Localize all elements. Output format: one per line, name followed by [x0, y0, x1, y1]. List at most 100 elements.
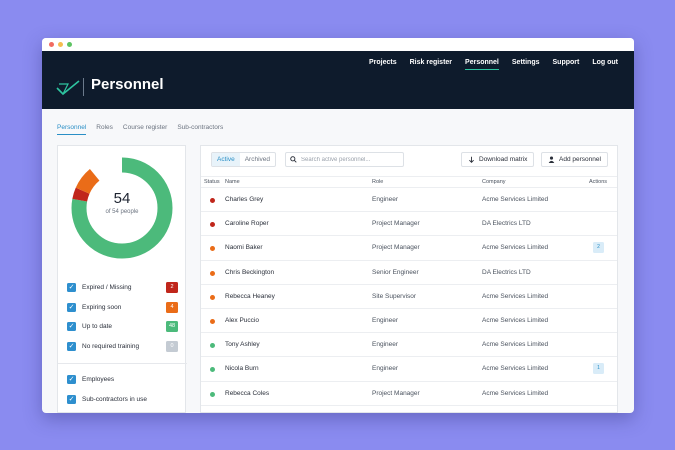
training-status-donut	[71, 157, 173, 259]
header-status[interactable]: Status	[204, 179, 220, 185]
role-cell: Engineer	[372, 341, 399, 349]
checkbox[interactable]: ✓	[67, 283, 76, 293]
toggle-active[interactable]: Active	[212, 153, 240, 166]
name-cell[interactable]: Tony Ashley	[225, 341, 260, 349]
nav-projects[interactable]: Projects	[368, 59, 397, 66]
download-matrix-button[interactable]: Download matrix	[461, 152, 535, 167]
tab-course-register[interactable]: Course register	[122, 124, 168, 131]
company-cell: Acme Services Limited	[482, 292, 549, 300]
donut-subtitle: of 54 people	[105, 209, 139, 215]
company-cell: DA Electrics LTD	[482, 220, 531, 228]
checkbox[interactable]: ✓	[67, 322, 76, 332]
download-arrow-icon	[469, 156, 474, 163]
nav-personnel[interactable]: Personnel	[465, 59, 499, 70]
filter-no-required-training[interactable]: ✓ No required training 0	[67, 337, 178, 357]
action-badge[interactable]: 1	[593, 363, 604, 375]
maximize-window-button[interactable]	[67, 42, 72, 47]
table-row[interactable]: Charles Grey Engineer Acme Services Limite…	[201, 188, 617, 213]
role-cell: Senior Engineer	[372, 268, 419, 276]
count-badge: 2	[166, 282, 178, 294]
status-dot	[210, 270, 215, 276]
tab-sub-contractors[interactable]: Sub-contractors	[177, 124, 224, 131]
company-cell: Acme Services Limited	[482, 244, 549, 252]
table-row[interactable]: Alex Puccio Engineer Acme Services Limited	[201, 309, 617, 334]
table-row[interactable]: Chris Beckington Senior Engineer DA Electr…	[201, 261, 617, 285]
table-row[interactable]: Naomi Baker Project Manager Acme Services …	[201, 236, 617, 261]
filter-sub-contractors-in-use[interactable]: ✓ Sub-contractors in use	[67, 390, 178, 410]
name-cell[interactable]: Rebecca Heaney	[225, 292, 275, 300]
minimize-window-button[interactable]	[58, 42, 63, 47]
role-cell: Project Manager	[372, 244, 420, 252]
app-window: Projects Risk register Personnel Settings Su…	[42, 38, 634, 413]
toggle-archived[interactable]: Archived	[244, 156, 270, 163]
header-company[interactable]: Company	[482, 179, 506, 185]
sub-tabs: Personnel Roles Course register Sub-contrac…	[57, 124, 223, 135]
tab-roles[interactable]: Roles	[96, 124, 113, 131]
filter-expired-missing[interactable]: ✓ Expired / Missing 2	[67, 278, 178, 298]
donut-center: 54 of 54 people	[70, 190, 174, 215]
app-header: Projects Risk register Personnel Settings Su…	[42, 51, 634, 109]
filter-up-to-date[interactable]: ✓ Up to date 48	[67, 317, 178, 337]
role-cell: Engineer	[372, 196, 399, 203]
role-cell: Project Manager	[372, 389, 420, 397]
name-cell[interactable]: Naomi Baker	[225, 244, 263, 252]
download-matrix-label: Download matrix	[479, 156, 528, 163]
checkbox[interactable]: ✓	[67, 302, 76, 312]
nav-settings[interactable]: Settings	[511, 59, 540, 66]
filter-employees[interactable]: ✓ Employees	[67, 370, 178, 390]
company-cell: Acme Services Limited	[482, 341, 549, 349]
search-input[interactable]	[301, 156, 401, 163]
search-icon	[290, 156, 297, 163]
nav-risk-register[interactable]: Risk register	[409, 59, 453, 66]
filter-label: Expired / Missing	[82, 284, 132, 292]
tab-personnel[interactable]: Personnel	[57, 124, 87, 135]
user-icon	[548, 156, 555, 163]
name-cell[interactable]: Nicola Burn	[225, 365, 259, 373]
role-cell: Engineer	[372, 365, 399, 373]
logo-divider	[83, 78, 84, 96]
filter-label: Employees	[82, 376, 115, 384]
status-dot	[210, 222, 215, 228]
personnel-table-panel: Active Archived Download matrix Add perso…	[200, 145, 618, 413]
company-cell: Acme Services Limited	[482, 365, 549, 373]
company-cell: DA Electrics LTD	[482, 268, 531, 276]
checkbox[interactable]: ✓	[67, 394, 76, 404]
table-row[interactable]: Rebecca Heaney Site Supervisor Acme Servic…	[201, 285, 617, 309]
table-body: Charles Grey Engineer Acme Services Limite…	[201, 188, 617, 406]
table-row[interactable]: Rebecca Coles Project Manager Acme Service…	[201, 382, 617, 406]
table-row[interactable]: Caroline Roper Project Manager DA Electric…	[201, 212, 617, 237]
status-dot	[210, 198, 215, 203]
nav-log-out[interactable]: Log out	[592, 59, 618, 66]
action-badge[interactable]: 2	[593, 242, 604, 254]
checkbox[interactable]: ✓	[67, 375, 76, 385]
count-badge: 4	[166, 301, 178, 313]
status-dot	[210, 343, 215, 349]
nav-support[interactable]: Support	[552, 59, 580, 66]
name-cell[interactable]: Caroline Roper	[225, 220, 269, 228]
status-dot	[210, 246, 215, 252]
header-name[interactable]: Name	[225, 179, 240, 185]
name-cell[interactable]: Alex Puccio	[225, 316, 259, 324]
checkbox[interactable]: ✓	[67, 341, 76, 351]
name-cell[interactable]: Chris Beckington	[225, 268, 275, 276]
status-dot	[210, 294, 215, 300]
filter-label: Up to date	[82, 323, 112, 331]
table-row[interactable]: Nicola Burn Engineer Acme Services Limited…	[201, 357, 617, 382]
company-cell: Acme Services Limited	[482, 389, 549, 397]
header-role[interactable]: Role	[372, 179, 384, 185]
search-box[interactable]	[285, 152, 404, 167]
role-cell: Project Manager	[372, 220, 420, 228]
add-personnel-button[interactable]: Add personnel	[541, 152, 608, 167]
name-cell[interactable]: Charles Grey	[225, 196, 264, 203]
close-window-button[interactable]	[49, 42, 54, 47]
table-header: Status Name Role Company Actions	[201, 176, 617, 188]
filter-expiring-soon[interactable]: ✓ Expiring soon 4	[67, 298, 178, 318]
status-dot	[210, 367, 215, 373]
page-title: Personnel	[91, 76, 164, 93]
name-cell[interactable]: Rebecca Coles	[225, 389, 270, 397]
type-filters: ✓ Employees ✓ Sub-contractors in use	[67, 370, 178, 409]
filter-label: Sub-contractors in use	[82, 395, 148, 403]
table-row[interactable]: Tony Ashley Engineer Acme Services Limited	[201, 333, 617, 358]
top-nav: Projects Risk register Personnel Settings Su…	[369, 59, 618, 70]
status-dot	[210, 391, 215, 397]
